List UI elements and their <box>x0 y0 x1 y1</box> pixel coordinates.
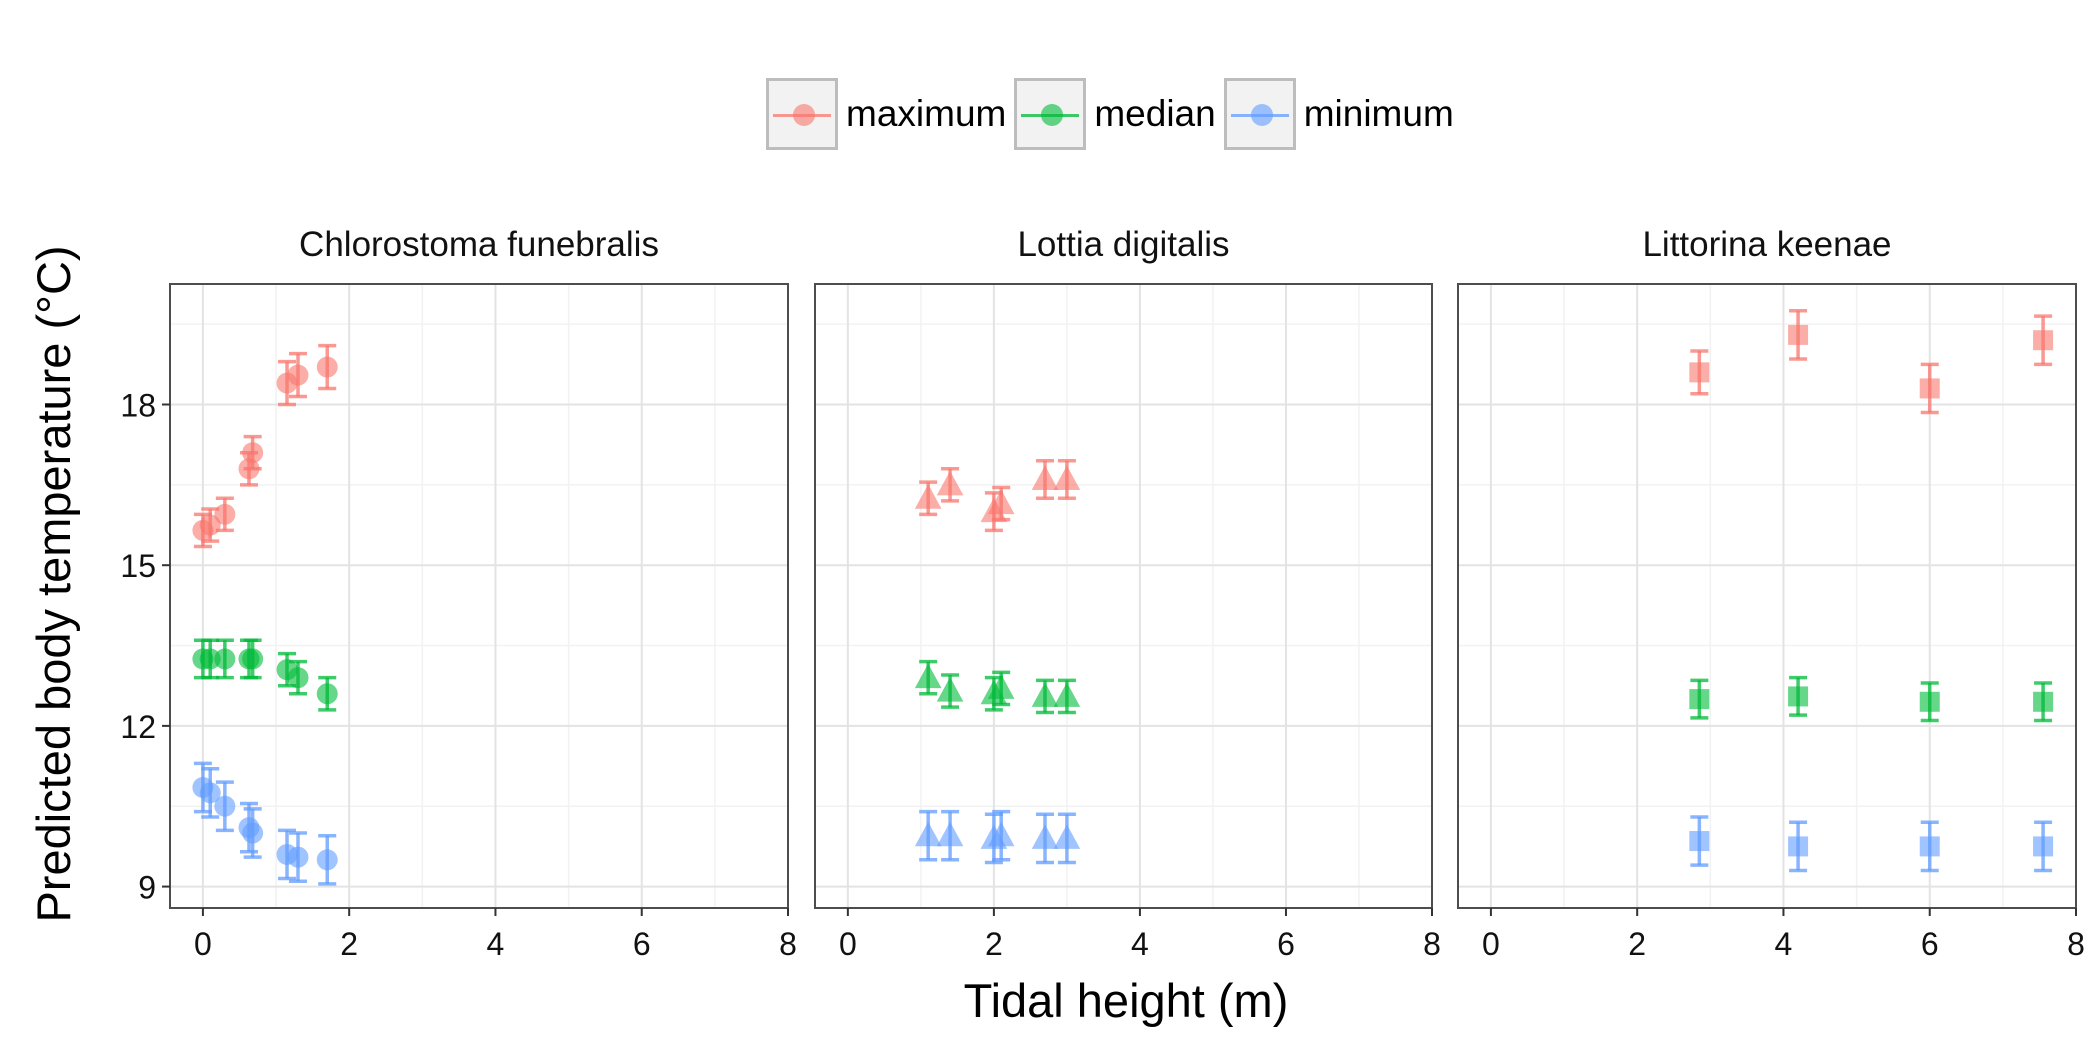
x-axis-title: Tidal height (m) <box>964 974 1289 1027</box>
panel-background <box>815 284 1432 908</box>
legend: maximum median minimum <box>766 74 1462 154</box>
point-median <box>214 648 236 670</box>
point-minimum <box>987 821 1015 847</box>
point-median <box>1031 682 1059 707</box>
legend-item-median: median <box>1014 78 1216 150</box>
x-tick-label: 4 <box>487 926 505 962</box>
point-median <box>199 648 221 670</box>
point-maximum <box>1689 362 1710 383</box>
point-minimum <box>1788 836 1809 857</box>
point-maximum <box>287 364 309 386</box>
legend-item-minimum: minimum <box>1223 78 1454 150</box>
point-minimum <box>287 846 309 868</box>
panel-background <box>1458 284 2076 908</box>
y-axis-title: Predicted body temperature (°C) <box>27 245 80 922</box>
panel-title: Littorina keenae <box>1642 225 1891 264</box>
point-minimum <box>199 782 221 804</box>
point-median <box>987 674 1015 699</box>
point-maximum <box>1053 465 1081 491</box>
legend-key-maximum <box>766 78 838 150</box>
legend-label-maximum: maximum <box>846 93 1007 134</box>
x-tick-label: 4 <box>1775 926 1793 962</box>
panel-border <box>1457 283 2077 909</box>
legend-label-minimum: minimum <box>1303 93 1454 134</box>
point-maximum <box>987 489 1015 515</box>
legend-dot-minimum <box>1250 104 1273 126</box>
y-tick-label: 18 <box>120 388 156 424</box>
point-median <box>242 648 264 670</box>
point-median <box>287 667 309 689</box>
point-minimum <box>242 822 264 844</box>
point-median <box>2033 691 2054 712</box>
panel-background <box>170 284 788 908</box>
x-tick-label: 4 <box>1131 926 1149 962</box>
point-median <box>1919 691 1940 712</box>
point-median <box>1689 689 1710 710</box>
point-maximum <box>214 503 236 525</box>
legend-item-maximum: maximum <box>766 78 1006 150</box>
point-minimum <box>936 821 964 847</box>
x-tick-label: 8 <box>2067 926 2085 962</box>
x-tick-label: 2 <box>985 926 1003 962</box>
panel-border <box>814 283 1433 909</box>
point-minimum <box>1031 824 1059 849</box>
x-tick-label: 0 <box>194 926 212 962</box>
x-tick-label: 2 <box>1628 926 1646 962</box>
panel-1: Chlorostoma funebralis 0 2 4 6 8 9 12 15 18 <box>120 225 796 962</box>
panel-3: Littorina keenae 0 2 4 6 8 <box>1457 225 2085 962</box>
point-maximum <box>316 356 338 378</box>
point-maximum <box>199 514 221 536</box>
panel-border <box>169 283 789 909</box>
x-tick-label: 6 <box>633 926 651 962</box>
point-minimum <box>316 849 338 871</box>
panels: Chlorostoma funebralis 0 2 4 6 8 9 12 15 18 Lottia… <box>120 225 2084 962</box>
point-minimum <box>2033 836 2054 857</box>
legend-key-minimum <box>1223 78 1296 150</box>
x-tick-label: 0 <box>839 926 857 962</box>
legend-key-median <box>1014 78 1087 150</box>
point-maximum <box>914 484 942 509</box>
point-maximum <box>2033 330 2054 351</box>
point-maximum <box>1919 378 1940 399</box>
x-tick-label: 8 <box>1423 926 1441 962</box>
point-median <box>1788 686 1809 707</box>
point-median <box>914 663 942 689</box>
point-maximum <box>242 442 264 464</box>
legend-dot-median <box>1041 104 1064 126</box>
point-minimum <box>214 795 236 817</box>
x-tick-label: 6 <box>1277 926 1295 962</box>
panel-title: Chlorostoma funebralis <box>299 225 659 264</box>
legend-label-median: median <box>1094 93 1216 134</box>
panel-title: Lottia digitalis <box>1017 225 1229 264</box>
x-tick-label: 6 <box>1921 926 1939 962</box>
point-median <box>1053 682 1081 707</box>
point-maximum <box>1031 465 1059 491</box>
y-tick-label: 12 <box>120 709 156 745</box>
point-median <box>936 677 964 702</box>
point-minimum <box>1919 836 1940 857</box>
point-maximum <box>1788 324 1809 345</box>
point-minimum <box>914 821 942 847</box>
point-median <box>316 683 338 705</box>
point-minimum <box>1053 824 1081 849</box>
y-tick-label: 15 <box>120 548 156 584</box>
panel-2: Lottia digitalis 0 2 4 6 8 <box>814 225 1441 962</box>
point-minimum <box>1689 831 1710 852</box>
legend-dot-maximum <box>793 104 815 126</box>
x-tick-label: 8 <box>779 926 797 962</box>
x-tick-label: 0 <box>1482 926 1500 962</box>
point-maximum <box>936 470 964 496</box>
y-tick-label: 9 <box>138 870 156 906</box>
x-tick-label: 2 <box>340 926 358 962</box>
